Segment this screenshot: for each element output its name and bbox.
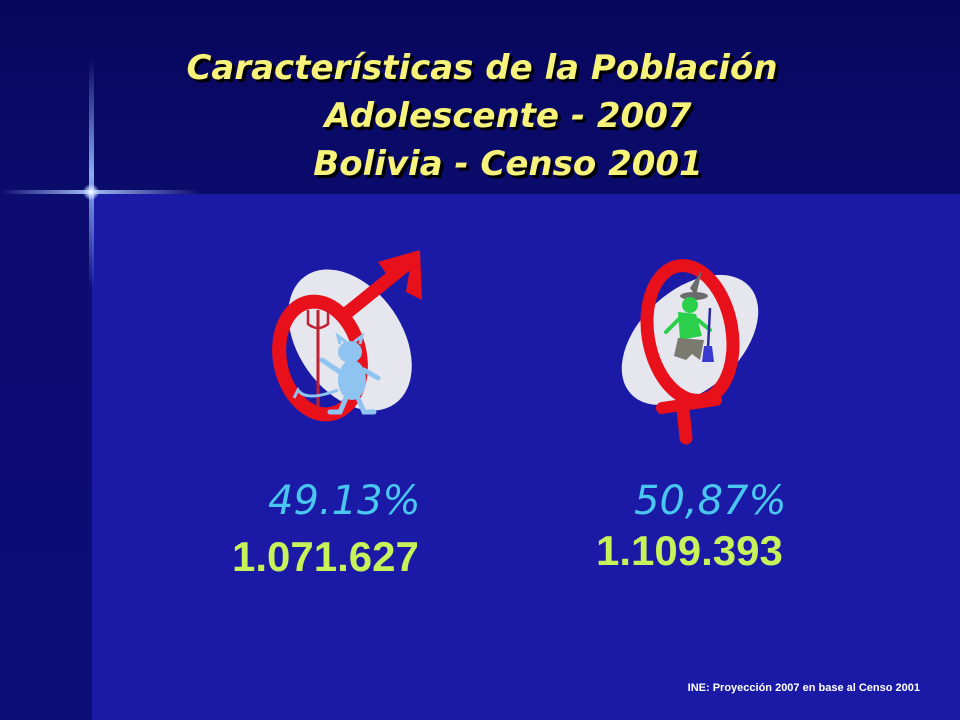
female-symbol-icon	[621, 259, 759, 445]
source-note: INE: Proyección 2007 en base al Censo 20…	[687, 682, 920, 694]
female-count: 1.109.393	[596, 527, 783, 574]
sparkle-vertical	[89, 60, 94, 290]
male-percent: 49.13%	[268, 478, 421, 524]
title-line-1: Características de la Población	[186, 48, 778, 88]
title-line-3: Bolivia - Censo 2001	[313, 144, 703, 184]
page-title: Características de la Población Adolesce…	[100, 44, 900, 188]
title-line-2: Adolescente - 2007	[324, 96, 692, 136]
male-count: 1.071.627	[232, 533, 419, 580]
top-band	[0, 0, 960, 194]
witch-icon	[664, 270, 714, 362]
female-percent: 50,87%	[634, 478, 787, 524]
devil-icon	[292, 310, 381, 415]
sparkle-horizontal	[0, 190, 200, 194]
sparkle-icon	[83, 184, 99, 200]
male-symbol-icon	[272, 250, 422, 422]
